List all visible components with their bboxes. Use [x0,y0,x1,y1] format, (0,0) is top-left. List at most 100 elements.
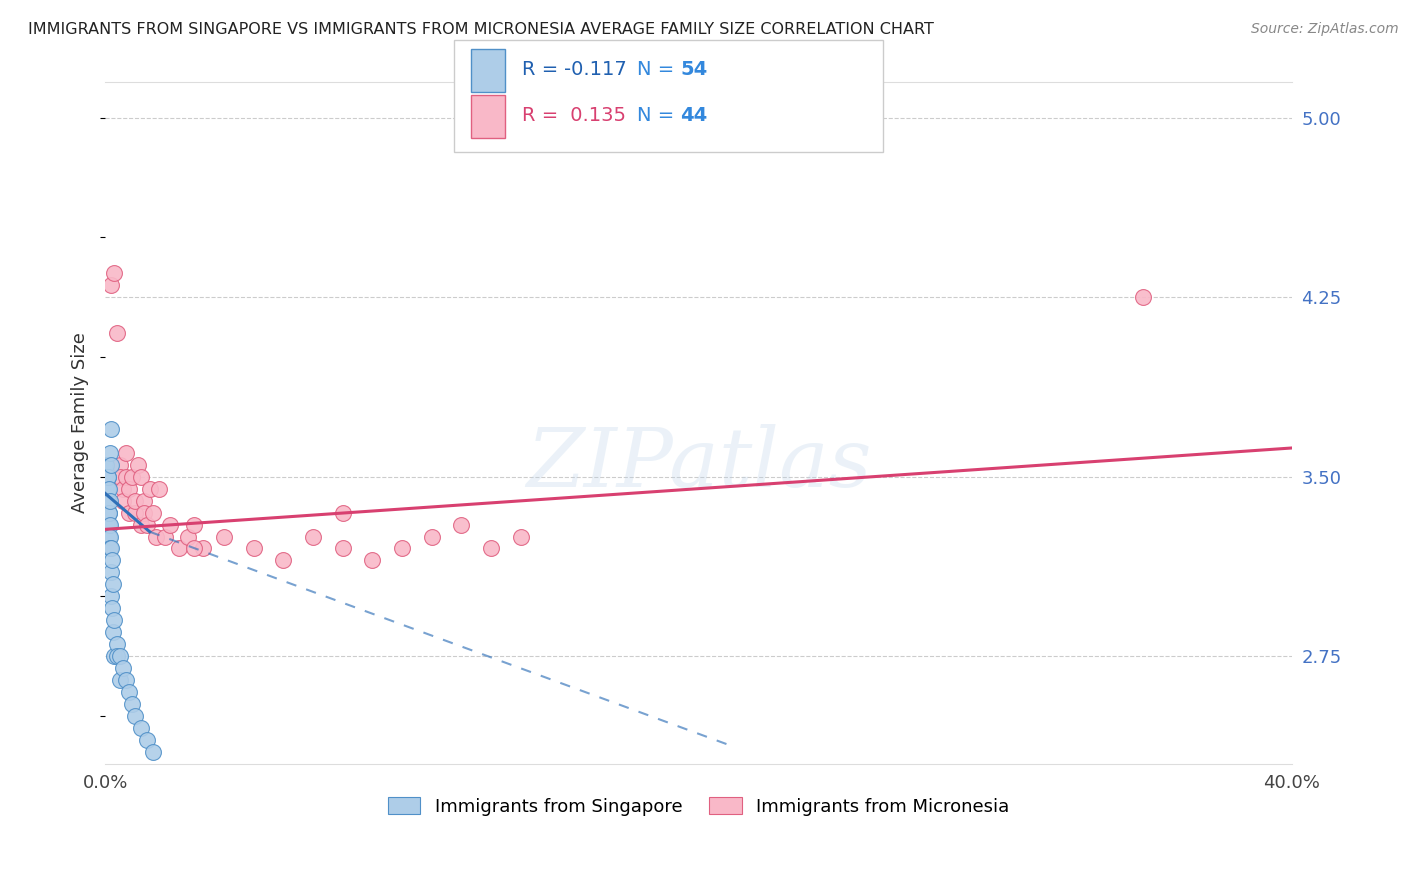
Point [142,506,165,520]
Point [129,517,152,532]
Text: 0.135: 0.135 [564,106,626,125]
Point [420,529,443,543]
Point [108,673,131,687]
Point [121,697,143,711]
Text: N =: N = [637,106,681,125]
Point [97,506,120,520]
Point [169,541,191,556]
Point [159,517,181,532]
Point [97,517,120,532]
Point [118,506,141,520]
Point [97,469,120,483]
Point [98,529,121,543]
Point [94,493,117,508]
Point [98,482,121,496]
Point [135,517,157,532]
Point [479,541,502,556]
Point [142,745,165,759]
Point [183,517,205,532]
Text: -0.117: -0.117 [564,60,627,78]
Point [98,506,121,520]
Point [115,469,138,483]
Point [115,446,138,460]
Text: 54: 54 [681,60,707,78]
Point [96,493,118,508]
Point [101,625,124,640]
Point [103,266,125,280]
Point [98,517,121,532]
Point [121,469,143,483]
Point [97,493,120,508]
Point [302,529,325,543]
Text: Source: ZipAtlas.com: Source: ZipAtlas.com [1251,22,1399,37]
Point [105,637,128,651]
Text: 44: 44 [681,106,707,125]
Point [135,732,157,747]
Point [97,482,120,496]
Point [100,590,122,604]
Point [97,493,120,508]
Point [212,529,235,543]
Point [96,517,118,532]
Point [108,458,131,472]
Text: R =: R = [522,60,564,78]
Point [97,506,120,520]
Point [108,649,131,664]
Point [96,506,118,520]
Point [100,278,122,293]
Point [96,482,118,496]
Point [509,529,531,543]
Y-axis label: Average Family Size: Average Family Size [72,333,89,513]
Legend: Immigrants from Singapore, Immigrants from Micronesia: Immigrants from Singapore, Immigrants fr… [381,789,1017,823]
Point [129,721,152,735]
Point [361,553,384,567]
Text: R =: R = [522,106,564,125]
Point [96,482,118,496]
Point [191,541,214,556]
Point [129,469,152,483]
Point [115,673,138,687]
Point [391,541,413,556]
Point [124,506,146,520]
Point [100,566,122,580]
Text: N =: N = [637,60,681,78]
Point [97,469,120,483]
Point [100,541,122,556]
Point [242,541,264,556]
Point [96,506,118,520]
Text: IMMIGRANTS FROM SINGAPORE VS IMMIGRANTS FROM MICRONESIA AVERAGE FAMILY SIZE CORR: IMMIGRANTS FROM SINGAPORE VS IMMIGRANTS … [28,22,934,37]
Point [148,482,170,496]
Point [132,493,155,508]
Point [183,541,205,556]
Point [118,685,141,699]
Point [96,469,118,483]
Point [98,493,121,508]
Point [97,482,120,496]
Point [100,458,122,472]
Point [105,326,128,340]
Point [98,446,121,460]
Point [153,529,176,543]
Point [332,541,354,556]
Point [111,482,134,496]
Point [101,601,124,615]
Point [124,709,146,723]
Point [103,613,125,627]
Point [101,577,124,591]
Point [108,469,131,483]
Point [332,506,354,520]
Point [103,649,125,664]
Point [96,458,118,472]
Point [100,422,122,436]
Point [98,541,121,556]
Point [105,649,128,664]
Point [97,517,120,532]
Point [100,553,122,567]
Point [98,529,121,543]
Point [138,482,160,496]
Text: ZIPatlas: ZIPatlas [526,424,872,504]
Point [96,469,118,483]
Point [1132,290,1154,304]
Point [94,469,117,483]
Point [94,482,117,496]
